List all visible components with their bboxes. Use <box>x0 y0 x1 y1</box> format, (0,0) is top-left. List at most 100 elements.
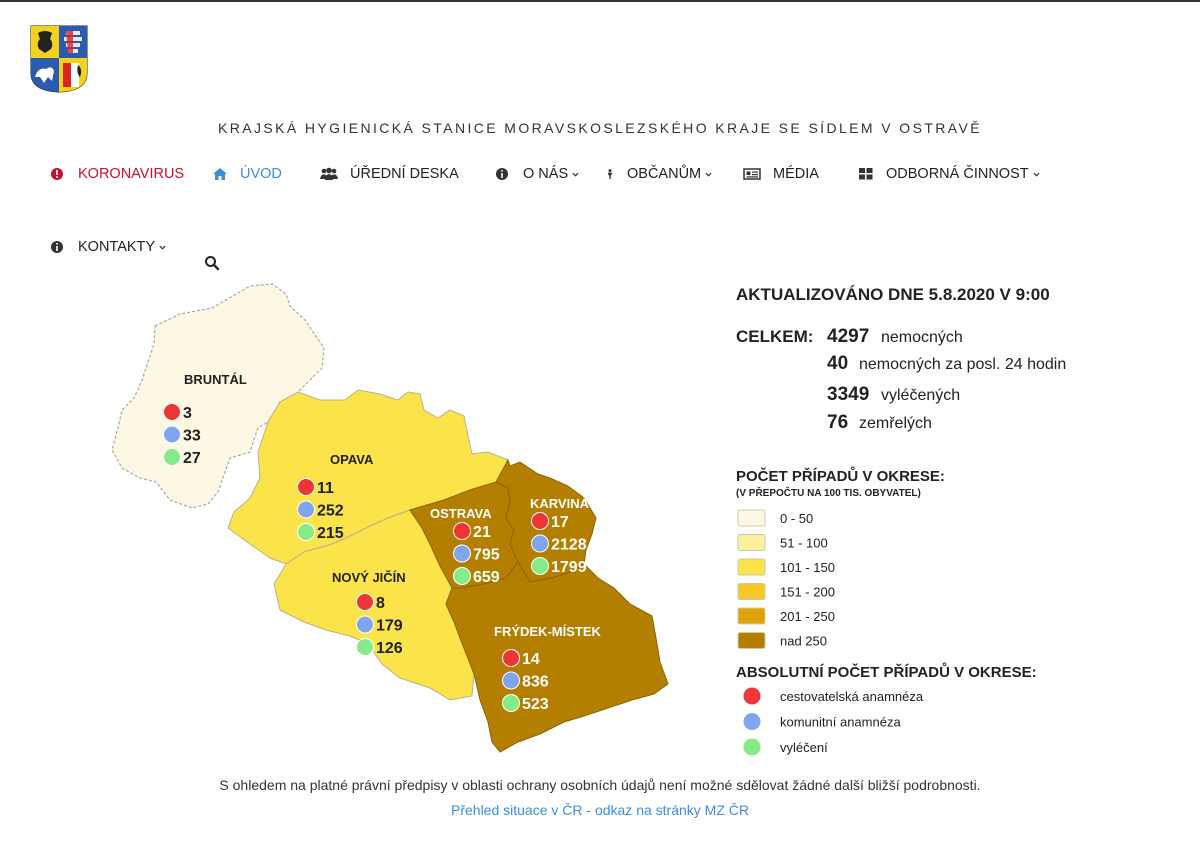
info-circle-icon <box>496 168 508 180</box>
district-name: NOVÝ JIČÍN <box>332 570 406 585</box>
community-dot <box>297 500 315 519</box>
total-label: zemřelých <box>859 415 932 432</box>
travel-count: 8 <box>376 595 385 612</box>
total-label: nemocných za posl. 24 hodin <box>859 356 1066 373</box>
legend-swatch <box>737 583 766 600</box>
travel-count: 3 <box>183 405 192 422</box>
legend-swatch <box>737 558 766 576</box>
total-value: 4297 <box>827 326 869 347</box>
community-dot <box>502 671 520 690</box>
district-name: BRUNTÁL <box>184 372 247 387</box>
recovered-count: 659 <box>473 569 500 586</box>
exclamation-circle-icon <box>51 168 63 180</box>
community-dot <box>531 534 549 553</box>
travel-dot <box>297 478 315 496</box>
district-frydek-mistek-area <box>445 561 669 753</box>
newspaper-icon <box>743 168 761 180</box>
community-count: 2128 <box>551 537 587 554</box>
legend-subtitle: (V PŘEPOČTU NA 100 TIS. OBYVATEL) <box>736 486 921 499</box>
legend-swatch <box>737 632 766 649</box>
legend-range-label: 201 - 250 <box>780 609 835 624</box>
recovered-count: 27 <box>183 450 201 467</box>
chevron-down-icon <box>159 245 166 250</box>
legend-range-label: 151 - 200 <box>780 585 835 600</box>
users-icon <box>320 167 338 180</box>
nav-uredni-deska[interactable]: ÚŘEDNÍ DESKA <box>320 166 459 182</box>
travel-count: 17 <box>551 514 569 531</box>
total-value: 40 <box>827 353 848 374</box>
chevron-down-icon <box>1033 172 1040 177</box>
travel-count: 11 <box>317 480 334 497</box>
district-name: OSTRAVA <box>430 506 492 521</box>
nav-label: KORONAVIRUS <box>78 166 185 182</box>
total-label: vyléčených <box>881 387 960 404</box>
community-count: 252 <box>317 503 344 520</box>
district-name: OPAVA <box>330 452 374 467</box>
recovered-dot <box>163 448 181 466</box>
recovered-dot <box>297 523 315 541</box>
community-count: 33 <box>183 428 201 445</box>
nav-label: O NÁS <box>523 166 569 182</box>
travel-dot <box>356 593 374 611</box>
nav-obcanum[interactable]: OBČANŮM <box>605 166 712 182</box>
travel-count: 21 <box>473 524 491 541</box>
district-name: FRÝDEK-MÍSTEK <box>494 624 602 639</box>
nav-label: ÚVOD <box>240 166 282 182</box>
site-title: KRAJSKÁ HYGIENICKÁ STANICE MORAVSKOSLEZS… <box>218 120 982 136</box>
person-icon <box>607 169 613 179</box>
nav-koronavirus[interactable]: KORONAVIRUS <box>50 166 184 182</box>
community-dot <box>163 425 181 444</box>
info-circle-icon <box>51 241 63 253</box>
community-dot <box>453 544 471 563</box>
legend-range-label: 0 - 50 <box>780 511 813 526</box>
travel-dot <box>453 522 471 540</box>
community-count: 836 <box>522 674 549 691</box>
abs-legend-label: komunitní anamnéza <box>780 715 901 730</box>
grid-icon <box>859 168 873 180</box>
nav-o-nas[interactable]: O NÁS <box>495 166 579 182</box>
nav-label: ÚŘEDNÍ DESKA <box>350 166 459 182</box>
nav-uvod[interactable]: ÚVOD <box>212 166 282 182</box>
legend-swatch <box>737 509 766 527</box>
totals-label: CELKEM: <box>736 327 813 346</box>
total-label: nemocných <box>881 329 963 346</box>
abs-legend-label: vyléčení <box>780 740 828 755</box>
travel-count: 14 <box>522 651 540 668</box>
recovered-dot <box>356 638 374 656</box>
nav-label: MÉDIA <box>773 166 819 182</box>
nav-label: OBČANŮM <box>627 166 702 182</box>
community-count: 179 <box>376 618 403 635</box>
nav-media[interactable]: MÉDIA <box>743 166 819 182</box>
legend-range-label: 101 - 150 <box>780 560 835 575</box>
nav-odborna-cinnost[interactable]: ODBORNÁ ČINNOST <box>858 166 1040 182</box>
community-count: 795 <box>473 547 500 564</box>
abs-legend-dot <box>742 686 762 706</box>
nav-label: KONTAKTY <box>78 239 156 255</box>
recovered-dot <box>531 557 549 575</box>
abs-legend-dot <box>742 737 762 757</box>
district-name: KARVINÁ <box>530 496 590 511</box>
travel-dot <box>163 403 181 421</box>
abs-legend-label: cestovatelská anamnéza <box>780 689 924 704</box>
total-value: 3349 <box>827 384 869 405</box>
recovered-count: 523 <box>522 696 549 713</box>
coat-of-arms-logo[interactable] <box>30 25 88 93</box>
privacy-note: S ohledem na platné právní předpisy v ob… <box>219 777 981 793</box>
nav-label: ODBORNÁ ČINNOST <box>886 166 1029 182</box>
legend-swatch <box>737 534 766 551</box>
top-border <box>0 0 1200 2</box>
legend-swatch <box>737 607 766 625</box>
recovered-count: 126 <box>376 640 403 657</box>
travel-dot <box>502 649 520 667</box>
search-icon[interactable] <box>203 254 221 272</box>
nav-kontakty[interactable]: KONTAKTY <box>50 239 166 255</box>
home-icon <box>213 168 227 180</box>
mzcr-link[interactable]: Přehled situace v ČR - odkaz na stránky … <box>451 802 749 818</box>
recovered-dot <box>453 567 471 585</box>
legend-range-label: 51 - 100 <box>780 536 828 551</box>
legend-title: POČET PŘÍPADŮ V OKRESE: <box>736 466 945 485</box>
total-value: 76 <box>827 412 848 433</box>
community-dot <box>356 615 374 634</box>
chevron-down-icon <box>572 172 579 177</box>
